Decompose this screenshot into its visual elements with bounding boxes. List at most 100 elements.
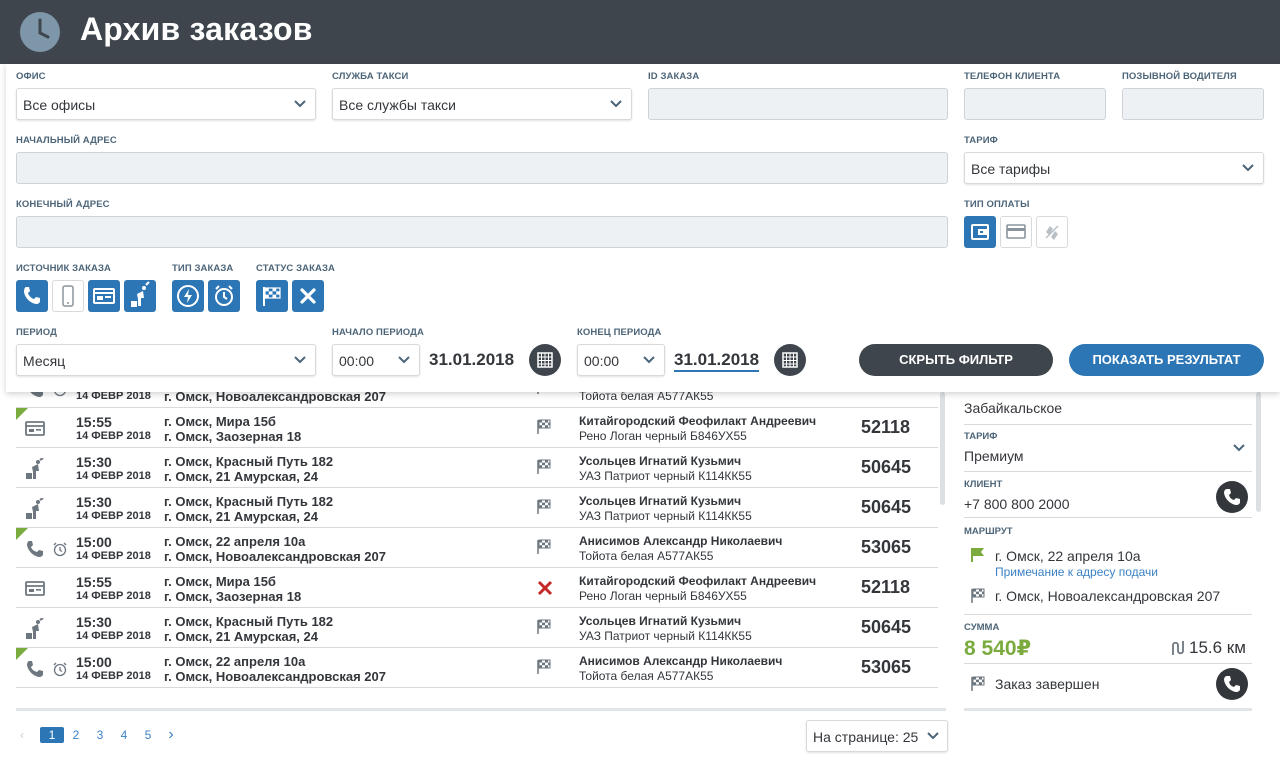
order-time: 15:00 (76, 534, 112, 550)
page-2[interactable]: 2 (72, 728, 80, 742)
end-time-select[interactable]: 00:00 (577, 344, 665, 376)
table-row[interactable]: 15:30 14 ФЕВР 2018 г. Омск, Красный Путь 1… (16, 608, 938, 648)
client-phone-input[interactable] (964, 88, 1106, 120)
page-5[interactable]: 5 (144, 728, 152, 742)
district-value: Забайкальское (964, 400, 1063, 416)
order-date: 14 ФЕВР 2018 (76, 510, 151, 522)
office-select[interactable]: Все офисы (16, 88, 316, 120)
order-date: 14 ФЕВР 2018 (76, 590, 151, 602)
source-street-toggle[interactable] (124, 280, 156, 312)
payment-type-label: ТИП ОПЛАТЫ (964, 199, 1030, 210)
table-row[interactable]: 15:55 14 ФЕВР 2018 г. Омск, Мира 15б г. Омс… (16, 408, 938, 448)
payment-bonus-toggle[interactable] (1036, 216, 1068, 248)
page-4[interactable]: 4 (120, 728, 128, 742)
start-date-picker-button[interactable] (529, 344, 561, 376)
orders-list: 14 ФЕВР 2018 г. Омск, Новоалександровская… (16, 368, 938, 688)
finish-flag-icon (536, 499, 552, 520)
tariff-select[interactable]: Все тарифы (964, 152, 1264, 184)
order-date: 14 ФЕВР 2018 (76, 470, 151, 482)
call-driver-button[interactable] (1216, 668, 1248, 700)
table-row[interactable]: 15:30 14 ФЕВР 2018 г. Омск, Красный Путь 1… (16, 488, 938, 528)
service-select[interactable]: Все службы такси (332, 88, 632, 120)
order-id-input[interactable] (648, 88, 948, 120)
end-date-value[interactable]: 31.01.2018 (674, 350, 760, 372)
payment-cash-toggle[interactable] (964, 216, 996, 248)
driver-callsign-input[interactable] (1122, 88, 1264, 120)
driver-callsign-label: ПОЗЫВНОЙ ВОДИТЕЛЯ (1122, 71, 1237, 82)
address-from: г. Омск, 22 апреля 10а (164, 654, 306, 669)
end-date-picker-button[interactable] (774, 344, 806, 376)
type-urgent-toggle[interactable] (172, 280, 204, 312)
terminal-icon (93, 288, 115, 304)
car-info: Рено Логан черный Б846УХ55 (579, 429, 747, 443)
client-label: КЛИЕНТ (964, 479, 1003, 490)
period-select[interactable]: Месяц (16, 344, 316, 376)
table-row[interactable]: 15:30 14 ФЕВР 2018 г. Омск, Красный Путь 1… (16, 448, 938, 488)
filter-panel: ОФИС Все офисы СЛУЖБА ТАКСИ Все службы т… (6, 64, 1280, 392)
address-to: г. Омск, Заозерная 18 (164, 589, 302, 604)
type-scheduled-toggle[interactable] (208, 280, 240, 312)
start-time-select[interactable]: 00:00 (332, 344, 420, 376)
divider (964, 517, 1252, 518)
street-hail-icon (24, 497, 46, 525)
route-note-link[interactable]: Примечание к адресу подачи (995, 565, 1159, 579)
client-phone: +7 800 800 2000 (964, 496, 1070, 512)
order-date: 14 ФЕВР 2018 (76, 390, 151, 402)
next-page-icon[interactable]: › (168, 726, 174, 743)
page-1[interactable]: 1 (40, 727, 64, 743)
prev-page-icon[interactable]: ‹ (20, 728, 24, 742)
table-row[interactable]: 15:00 14 ФЕВР 2018 г. Омск, 22 апреля 10а г… (16, 528, 938, 568)
alarm-clock-icon (52, 661, 68, 682)
order-date: 14 ФЕВР 2018 (76, 670, 151, 682)
car-info: Тойота белая А577АК55 (579, 549, 714, 563)
table-row[interactable]: 15:55 14 ФЕВР 2018 г. Омск, Мира 15б г. Омс… (16, 568, 938, 608)
end-address-label: КОНЕЧНЫЙ АДРЕС (16, 199, 110, 210)
chevron-down-icon (294, 100, 306, 108)
address-from: г. Омск, 22 апреля 10а (164, 534, 306, 549)
driver-name: Анисимов Александр Николаевич (579, 654, 783, 668)
chevron-down-icon (927, 732, 939, 740)
address-from: г. Омск, Мира 15б (164, 574, 276, 589)
detail-bottom-bar (964, 708, 1252, 711)
source-terminal-toggle[interactable] (88, 280, 120, 312)
start-date-value[interactable]: 31.01.2018 (429, 350, 515, 369)
tariff-label: ТАРИФ (964, 431, 998, 442)
phone-icon (24, 658, 46, 685)
status-cancelled-toggle[interactable] (292, 280, 324, 312)
address-to: г. Омск, Новоалександровская 207 (164, 389, 386, 404)
start-address-input[interactable] (16, 152, 948, 184)
detail-scrollbar[interactable] (1256, 392, 1261, 512)
order-date: 14 ФЕВР 2018 (76, 630, 151, 642)
page-3[interactable]: 3 (96, 728, 104, 742)
end-address-input[interactable] (16, 216, 948, 248)
hide-filter-button[interactable]: СКРЫТЬ ФИЛЬТР (859, 344, 1053, 376)
status-finished-toggle[interactable] (256, 280, 288, 312)
order-id: 50645 (861, 457, 912, 477)
car-info: УАЗ Патриот черный К114КК55 (579, 509, 752, 523)
call-client-button[interactable] (1216, 481, 1248, 513)
chevron-down-icon[interactable] (1232, 442, 1246, 454)
order-type-label: ТИП ЗАКАЗА (172, 263, 234, 274)
terminal-icon (24, 578, 46, 605)
page-title: Архив заказов (80, 11, 313, 47)
show-results-button[interactable]: ПОКАЗАТЬ РЕЗУЛЬТАТ (1069, 344, 1264, 376)
office-value: Все офисы (23, 97, 96, 113)
source-mobile-toggle[interactable] (52, 280, 84, 312)
order-date: 14 ФЕВР 2018 (76, 550, 151, 562)
calendar-icon (782, 352, 798, 368)
list-scrollbar[interactable] (940, 392, 945, 505)
per-page-select[interactable]: На странице: 25 (806, 720, 948, 752)
address-to: г. Омск, Заозерная 18 (164, 429, 302, 444)
driver-name: Китайгородский Феофилакт Андреевич (579, 574, 817, 588)
order-time: 15:55 (76, 414, 112, 430)
divider (964, 614, 1252, 615)
tariff-value[interactable]: Премиум (964, 448, 1024, 464)
finish-flag-icon (536, 539, 552, 560)
phone-icon (1224, 489, 1240, 505)
source-phone-toggle[interactable] (16, 280, 48, 312)
payment-card-toggle[interactable] (1000, 216, 1032, 248)
cancel-icon (300, 288, 316, 304)
clock-icon (20, 12, 60, 52)
table-row[interactable]: 15:00 14 ФЕВР 2018 г. Омск, 22 апреля 10а г… (16, 648, 938, 688)
order-id: 53065 (861, 657, 912, 677)
